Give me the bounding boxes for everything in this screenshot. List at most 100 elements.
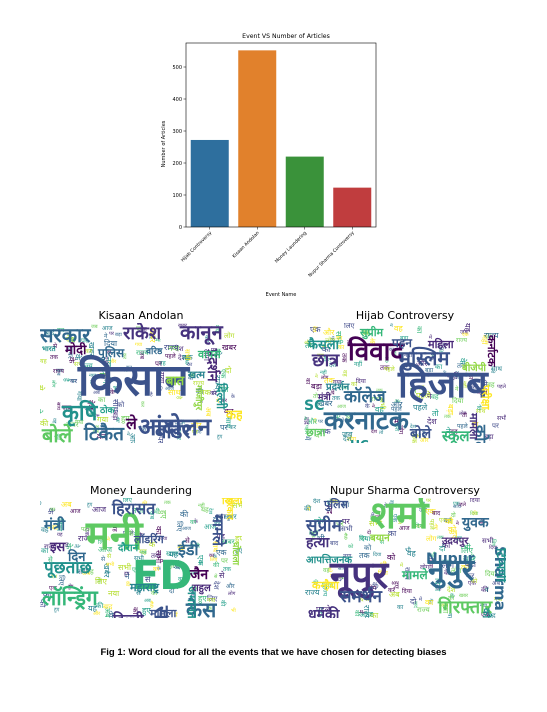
wordcloud-filler-word: भी xyxy=(153,508,160,516)
wordcloud-filler-word: नहीं xyxy=(320,370,327,376)
wordcloud-filler-word: दिया xyxy=(159,536,168,542)
wordcloud-word: कन्हैया xyxy=(312,579,339,592)
wordcloud-filler-word: को xyxy=(442,541,451,550)
wordcloud-filler-word: यह xyxy=(40,358,47,365)
wordcloud-hijab-controversy: Hijab Controversy से पहले वह और एक पर साथ तो का न… xyxy=(304,309,506,443)
wordcloud-filler-word: की xyxy=(180,510,189,519)
wordcloud-filler-word: और xyxy=(323,328,335,337)
wordcloud-filler-word: दो xyxy=(367,530,371,536)
bar xyxy=(238,50,277,227)
wordcloud-filler-word: दिया xyxy=(470,498,480,504)
wordcloud-filler-word: हुए xyxy=(124,571,130,577)
bar-chart: Event VS Number of Articles Number of Ar… xyxy=(150,25,390,305)
wordcloud-filler-word: नहीं xyxy=(309,530,319,538)
wordcloud-word: खिलाफ xyxy=(222,498,242,507)
wordcloud-filler-word: भी xyxy=(54,434,61,442)
wordcloud-filler-word: का xyxy=(415,326,423,334)
wordcloud-filler-word: वह xyxy=(487,381,495,389)
wordcloud-word: हिरासत xyxy=(112,499,156,518)
wordcloud-filler-word: की xyxy=(304,505,312,513)
wordcloud-word: पुलिस xyxy=(98,346,125,360)
wordcloud-filler-word: एक xyxy=(132,566,142,574)
wordcloud-word: हिजाब xyxy=(398,362,488,406)
wordcloud-filler-word: जब xyxy=(460,329,468,336)
wordcloud-filler-word: जब xyxy=(140,550,147,556)
wordcloud-filler-word: पर xyxy=(109,331,114,337)
wordcloud-filler-word: पर xyxy=(307,341,315,350)
wordcloud-word: करनाटक xyxy=(324,406,409,436)
wordcloud-filler-word: का xyxy=(153,566,160,573)
wordcloud-filler-word: का xyxy=(416,523,423,530)
wordcloud-filler-word: से xyxy=(48,556,53,564)
wordcloud-word: दिन xyxy=(68,550,86,565)
wordcloud-filler-word: ने xyxy=(116,417,120,425)
wordcloud-word: मंत्री xyxy=(44,516,66,534)
wordcloud-filler-word: कर xyxy=(85,348,93,355)
wordcloud-filler-word: दो xyxy=(225,366,232,375)
wordcloud-filler-word: पर xyxy=(220,423,228,432)
wordcloud-filler-word: हुए xyxy=(235,547,242,555)
wordcloud-filler-word: गया xyxy=(333,379,342,386)
wordcloud-filler-word: यह xyxy=(140,326,147,333)
wordcloud-filler-word: हुए xyxy=(227,514,234,521)
wordcloud-filler-word: तो xyxy=(432,409,439,418)
wordcloud-filler-word: के xyxy=(370,338,376,346)
wordcloud-filler-word: की xyxy=(431,352,437,358)
wordcloud-filler-word: पर xyxy=(221,557,228,565)
wordcloud-word: बीजेपी xyxy=(462,363,486,374)
wordcloud-filler-word: के xyxy=(208,606,212,612)
wordcloud-filler-word: नया xyxy=(343,553,352,560)
wordcloud-filler-word: अब xyxy=(93,390,100,396)
wordcloud-filler-word: को xyxy=(364,544,372,552)
wordcloud-filler-word: यह xyxy=(159,360,166,367)
wordcloud-word: मनी xyxy=(86,513,143,559)
wordcloud-word: ले xyxy=(126,414,137,433)
wordcloud-filler-word: का xyxy=(389,347,395,353)
wordcloud-filler-word: पहले xyxy=(428,519,435,530)
wordcloud-filler-word: ने xyxy=(134,531,138,538)
wordcloud-filler-word: को xyxy=(117,401,125,409)
chart-title: Event VS Number of Articles xyxy=(242,33,330,40)
wordcloud-filler-word: भी xyxy=(317,534,325,543)
wordcloud-filler-word: अब xyxy=(169,583,179,591)
wordcloud-filler-word: देश xyxy=(371,429,378,435)
wordcloud-filler-word: है xyxy=(150,392,153,398)
wordcloud-filler-word: तो xyxy=(313,393,318,400)
wordcloud-filler-word: की xyxy=(448,595,455,602)
wordcloud-filler-word: और xyxy=(391,400,403,409)
wordcloud-word: लॉडरिंग xyxy=(134,533,164,546)
wordcloud-filler-word: की xyxy=(213,562,220,569)
x-tick-label: Money Laundering xyxy=(274,230,308,264)
wordcloud-filler-word: लोग xyxy=(347,436,357,443)
wordcloud-filler-word: यह xyxy=(169,550,178,559)
wordcloud-filler-word: वह xyxy=(394,324,403,333)
wordcloud-word: ठोक xyxy=(100,406,115,416)
wordcloud-filler-word: के xyxy=(444,569,450,577)
bar xyxy=(333,187,372,227)
wordcloud-filler-word: का xyxy=(209,553,215,559)
wordcloud-filler-word: लोग xyxy=(314,517,326,526)
wordcloud-filler-word: नया xyxy=(207,597,216,604)
wordcloud-filler-word: दिया xyxy=(452,397,464,405)
wordcloud-filler-word: से xyxy=(380,539,385,546)
wordcloud-filler-word: नया xyxy=(480,603,487,609)
wordcloud-filler-word: पहले xyxy=(165,353,176,360)
y-tick-label: 400 xyxy=(172,97,182,103)
wordcloud-filler-word: की xyxy=(213,515,222,524)
wordcloud-filler-word: आज xyxy=(359,610,374,619)
wordcloud-filler-word: देश xyxy=(311,326,317,333)
wordcloud-title: Nupur Sharma Controversy xyxy=(330,484,480,497)
wordcloud-filler-word: राज्य xyxy=(456,337,467,344)
wordcloud-filler-word: की xyxy=(196,388,204,396)
y-tick-label: 300 xyxy=(172,129,182,135)
wordcloud-filler-word: लोग xyxy=(420,564,430,571)
wordcloud-filler-word: पहले xyxy=(384,366,395,373)
wordcloud-filler-word: एक xyxy=(92,535,99,541)
wordcloud-filler-word: में xyxy=(429,599,434,607)
wordcloud-filler-word: एक xyxy=(49,585,57,592)
wordcloud-filler-word: यह xyxy=(86,568,94,576)
wordcloud-filler-word: राज्य xyxy=(53,368,64,375)
wordcloud-filler-word: लिए xyxy=(95,577,107,586)
wordcloud-filler-word: से xyxy=(136,589,141,597)
wordcloud-filler-word: वह xyxy=(450,428,458,436)
